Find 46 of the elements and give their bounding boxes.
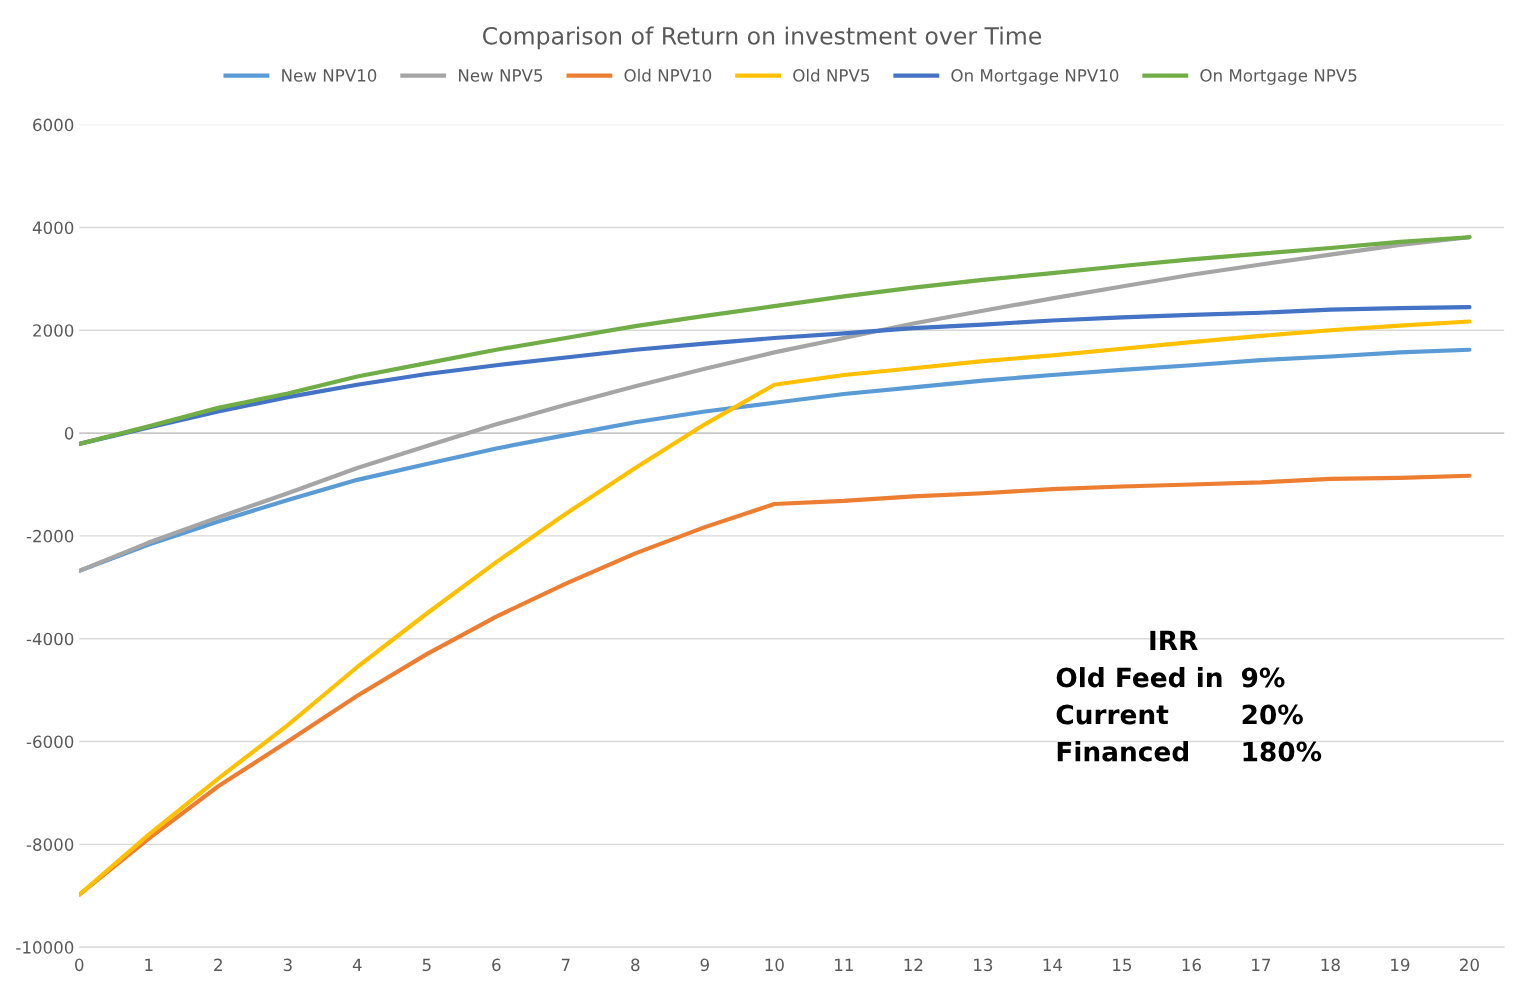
line-series <box>79 235 1472 446</box>
x-tick-label: 16 <box>1182 958 1201 972</box>
x-tick-label: 2 <box>214 958 222 971</box>
y-tick-label: 0 <box>64 427 74 440</box>
annotation: 180% <box>1243 741 1322 762</box>
legend-label: On Mortgage NPV10 <box>951 69 1119 85</box>
x-tick-label: 17 <box>1252 958 1271 971</box>
x-tick-label: 0 <box>75 958 84 972</box>
x-tick-label: 5 <box>422 958 431 972</box>
x-tick-label: 8 <box>631 958 640 972</box>
annotation: IRR <box>1150 630 1198 651</box>
legend-label: On Mortgage NPV5 <box>1200 69 1357 85</box>
y-tick-label: -10000 <box>16 941 74 954</box>
x-tick-label: 20 <box>1460 958 1479 972</box>
y-tick-label: -8000 <box>26 838 74 851</box>
y-tick-label: 2000 <box>33 324 74 337</box>
x-tick-label: 6 <box>492 958 501 972</box>
x-tick-label: 18 <box>1321 958 1340 972</box>
annotation: Current <box>1056 704 1169 725</box>
legend-label: New NPV10 <box>282 69 377 82</box>
x-tick-label: 11 <box>835 958 853 971</box>
y-tick-label: -6000 <box>26 735 74 749</box>
x-tick-label: 19 <box>1391 958 1410 972</box>
y-tick-label: -4000 <box>26 632 74 646</box>
y-tick-label: -2000 <box>26 529 74 543</box>
x-tick-label: 13 <box>974 958 993 972</box>
x-tick-label: 14 <box>1043 958 1063 971</box>
x-tick-label: 12 <box>904 958 923 971</box>
y-tick-label: 6000 <box>33 118 74 132</box>
annotation: 9% <box>1241 667 1285 688</box>
annotation: Financed <box>1057 741 1188 762</box>
annotation: 20% <box>1242 704 1303 725</box>
y-tick-label: 4000 <box>32 221 74 235</box>
legend-label: Old NPV10 <box>624 68 712 82</box>
chart-title: Comparison of Return on investment over Time <box>482 26 1042 50</box>
line-series <box>79 319 1472 897</box>
x-tick-label: 10 <box>765 958 784 972</box>
x-tick-label: 7 <box>561 958 570 971</box>
x-tick-label: 15 <box>1113 958 1132 972</box>
annotation: Old Feed in <box>1056 667 1222 688</box>
legend-label: Old NPV5 <box>793 68 869 82</box>
x-tick-label: 4 <box>352 958 362 971</box>
x-tick-label: 3 <box>283 958 292 972</box>
legend-label: New NPV5 <box>459 69 543 82</box>
x-tick-label: 1 <box>145 958 153 971</box>
x-tick-label: 9 <box>700 958 709 972</box>
